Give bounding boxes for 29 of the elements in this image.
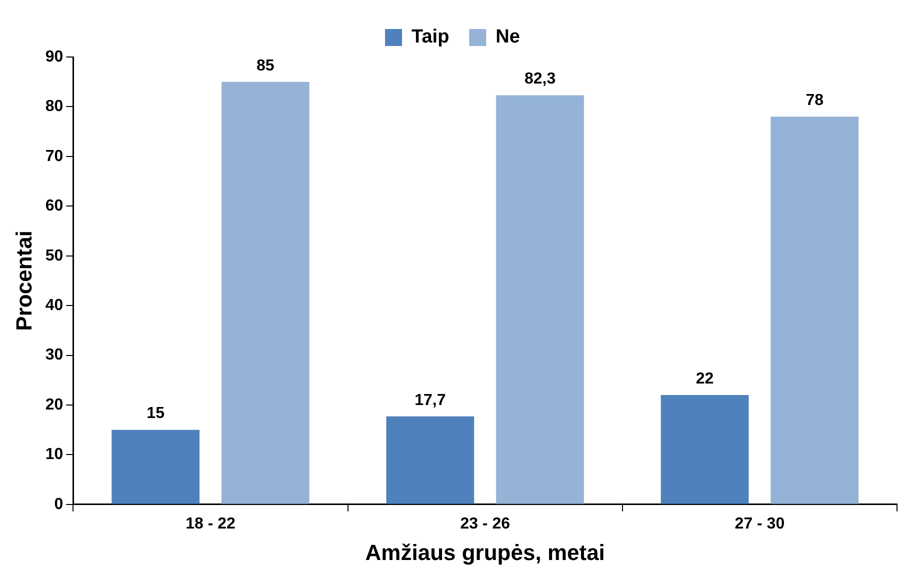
bar — [221, 82, 310, 504]
x-axis-title: Amžiaus grupės, metai — [365, 540, 605, 565]
x-tick-label: 18 - 22 — [186, 515, 236, 532]
bar — [660, 395, 749, 504]
y-tick-label: 80 — [45, 98, 64, 116]
bar — [770, 116, 859, 504]
y-tick-label: 10 — [45, 446, 64, 464]
data-label: 82,3 — [524, 70, 556, 88]
y-tick-label: 50 — [45, 247, 64, 264]
data-label: 85 — [256, 57, 274, 74]
bar — [112, 430, 200, 504]
y-tick-label: 60 — [45, 198, 64, 215]
data-label: 17,7 — [414, 392, 446, 409]
y-tick-label: 90 — [45, 48, 64, 66]
data-label: 78 — [806, 92, 824, 110]
legend-label: Taip — [412, 26, 450, 48]
x-tick-label: 27 - 30 — [734, 515, 785, 532]
y-tick-label: 40 — [45, 296, 64, 314]
x-tick-label: 23 - 26 — [460, 515, 510, 532]
y-tick-label: 70 — [45, 148, 64, 165]
y-tick-label: 30 — [45, 346, 64, 364]
data-label: 22 — [696, 370, 714, 388]
y-tick-label: 0 — [54, 496, 64, 513]
y-tick-label: 20 — [45, 396, 64, 414]
bar — [496, 95, 584, 504]
y-axis-title: Procentai — [11, 230, 36, 331]
data-label: 15 — [146, 405, 165, 422]
legend-label: Ne — [496, 26, 520, 48]
bar — [386, 416, 474, 504]
